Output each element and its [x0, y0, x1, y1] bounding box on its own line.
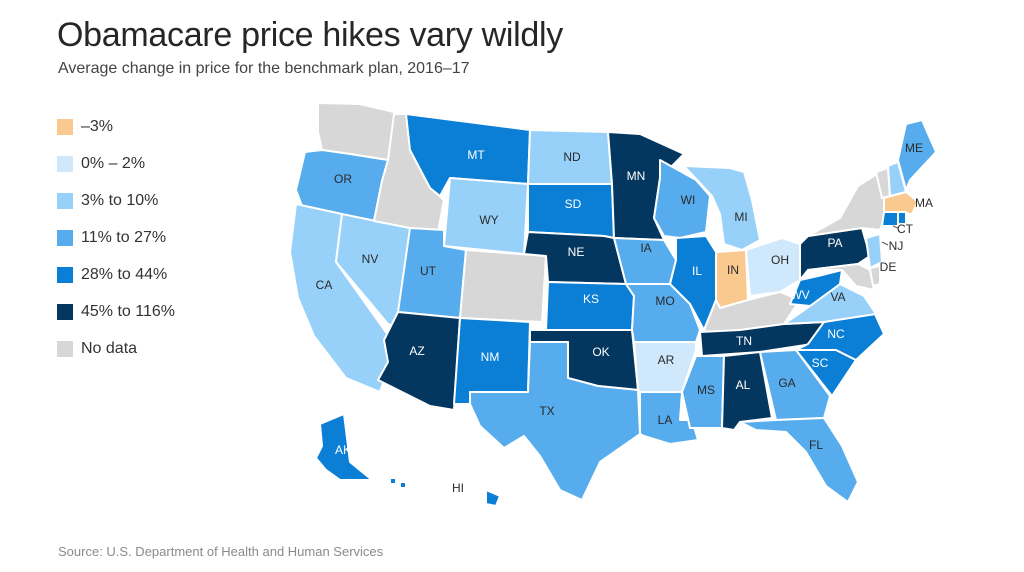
legend-item-0-2: 0% – 2% — [57, 155, 175, 173]
state-label-il: IL — [692, 264, 702, 278]
leader-line-ct — [892, 225, 899, 229]
legend-label: 3% to 10% — [81, 192, 159, 209]
state-ny[interactable] — [807, 171, 887, 237]
state-label-nc: NC — [827, 327, 845, 341]
state-label-ne: NE — [568, 245, 585, 259]
state-label-oh: OH — [771, 253, 789, 267]
state-az[interactable] — [377, 311, 461, 411]
legend-swatch — [57, 230, 73, 246]
state-ct[interactable] — [881, 211, 899, 227]
state-label-la: LA — [658, 413, 673, 427]
state-label-me: ME — [905, 141, 923, 155]
state-ak[interactable] — [315, 413, 373, 481]
state-label-or: OR — [334, 172, 352, 186]
state-label-pa: PA — [827, 236, 842, 250]
state-in[interactable] — [715, 249, 749, 309]
legend-label: 28% to 44% — [81, 266, 168, 283]
state-hi[interactable] — [389, 477, 501, 507]
state-label-ok: OK — [592, 345, 609, 359]
legend-label: 45% to 116% — [81, 303, 175, 320]
legend-label: 11% to 27% — [81, 229, 167, 246]
state-label-tn: TN — [736, 334, 752, 348]
state-tx[interactable] — [469, 341, 641, 501]
state-mi[interactable] — [683, 165, 761, 251]
state-la[interactable] — [639, 391, 699, 445]
state-label-wv: WV — [790, 288, 809, 302]
map-subtitle: Average change in price for the benchmar… — [58, 60, 470, 77]
state-label-ma: MA — [915, 196, 933, 210]
state-label-de: DE — [880, 260, 897, 274]
legend-label: No data — [81, 340, 138, 357]
state-nj[interactable] — [865, 233, 883, 269]
state-label-nv: NV — [362, 252, 379, 266]
state-label-mi: MI — [734, 210, 747, 224]
legend-item-no-data: No data — [57, 340, 175, 358]
state-labels: MT ND MN ME OR SD WI MI WY NE IA NV UT I… — [316, 141, 933, 495]
legend-swatch — [57, 119, 73, 135]
legend-item-negative: –3% — [57, 118, 175, 136]
legend-item-45-116: 45% to 116% — [57, 303, 175, 321]
state-ms[interactable] — [681, 355, 725, 429]
state-ma[interactable] — [883, 191, 919, 215]
legend-swatch — [57, 341, 73, 357]
state-label-hi: HI — [452, 481, 464, 495]
state-label-ms: MS — [697, 383, 715, 397]
legend-swatch — [57, 193, 73, 209]
state-label-ak: AK — [335, 443, 351, 457]
state-wv[interactable] — [789, 269, 843, 307]
legend-swatch — [57, 304, 73, 320]
state-label-ga: GA — [778, 376, 795, 390]
state-label-ut: UT — [420, 264, 437, 278]
state-label-nm: NM — [481, 350, 500, 364]
state-label-in: IN — [727, 263, 739, 277]
state-label-mt: MT — [467, 148, 485, 162]
state-label-ks: KS — [583, 292, 599, 306]
state-fl[interactable] — [739, 417, 859, 503]
leader-line-nj — [881, 241, 889, 246]
state-label-al: AL — [736, 378, 751, 392]
legend: –3% 0% – 2% 3% to 10% 11% to 27% 28% to … — [57, 118, 175, 377]
state-ri[interactable] — [897, 211, 907, 225]
state-label-va: VA — [830, 290, 845, 304]
legend-label: 0% – 2% — [81, 155, 146, 172]
map-title: Obamacare price hikes vary wildly — [57, 16, 563, 54]
legend-item-28-44: 28% to 44% — [57, 266, 175, 284]
state-label-ct: CT — [897, 222, 914, 236]
state-label-nd: ND — [563, 150, 581, 164]
legend-item-3-10: 3% to 10% — [57, 192, 175, 210]
state-label-ia: IA — [640, 241, 651, 255]
source-note: Source: U.S. Department of Health and Hu… — [58, 544, 384, 559]
legend-label: –3% — [81, 118, 114, 135]
state-label-ca: CA — [316, 278, 333, 292]
state-md[interactable] — [807, 263, 875, 291]
state-label-az: AZ — [409, 344, 424, 358]
state-label-sd: SD — [565, 197, 582, 211]
legend-swatch — [57, 156, 73, 172]
state-label-mn: MN — [627, 169, 646, 183]
state-label-wy: WY — [479, 213, 498, 227]
state-label-sc: SC — [812, 356, 829, 370]
state-label-nj: NJ — [889, 239, 904, 253]
state-label-fl: FL — [809, 438, 823, 452]
legend-item-11-27: 11% to 27% — [57, 229, 175, 247]
legend-swatch — [57, 267, 73, 283]
state-label-mo: MO — [655, 294, 674, 308]
state-me[interactable] — [897, 119, 937, 191]
state-ga[interactable] — [759, 349, 831, 421]
state-label-wi: WI — [681, 193, 696, 207]
state-label-tx: TX — [539, 404, 554, 418]
state-co[interactable] — [459, 249, 547, 323]
state-label-ar: AR — [658, 353, 675, 367]
